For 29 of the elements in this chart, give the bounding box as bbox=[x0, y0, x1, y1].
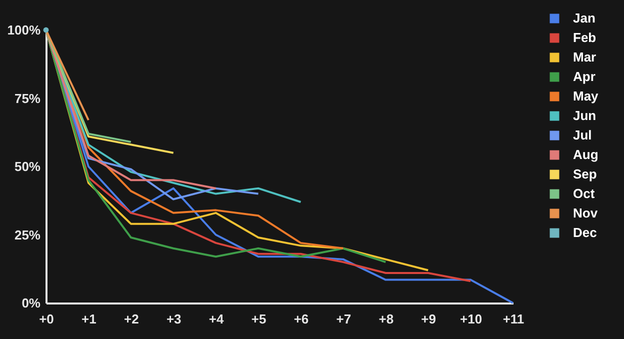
legend-label: Oct bbox=[573, 186, 596, 201]
legend-label: Jan bbox=[573, 10, 596, 26]
legend-label: Aug bbox=[573, 147, 598, 162]
x-tick-label: +5 bbox=[251, 312, 266, 326]
x-tick-label: +1 bbox=[82, 312, 96, 326]
legend-label: Mar bbox=[573, 50, 596, 64]
legend-label: May bbox=[573, 88, 600, 104]
legend-label: Nov bbox=[573, 206, 598, 220]
x-tick-label: +8 bbox=[378, 312, 394, 326]
x-tick-label: +10 bbox=[460, 312, 482, 326]
legend-label: Apr bbox=[573, 69, 596, 84]
y-tick-label: 75% bbox=[14, 90, 41, 106]
x-tick-label: +11 bbox=[502, 312, 524, 326]
y-tick-label: 50% bbox=[14, 159, 41, 174]
y-tick-label: 0% bbox=[22, 296, 41, 310]
legend-label: Feb bbox=[573, 30, 596, 45]
x-tick-label: +9 bbox=[421, 312, 436, 326]
y-tick-label: 25% bbox=[14, 227, 41, 242]
x-tick-label: +7 bbox=[336, 312, 352, 326]
x-tick-label: +4 bbox=[208, 312, 224, 326]
x-tick-label: +6 bbox=[294, 312, 309, 326]
legend-label: Dec bbox=[573, 225, 597, 240]
legend-label: Sep bbox=[573, 166, 597, 182]
x-tick-label: +2 bbox=[124, 312, 139, 326]
x-tick-label: +0 bbox=[39, 312, 54, 326]
legend-label: Jun bbox=[573, 108, 596, 123]
legend-label: Jul bbox=[573, 128, 592, 142]
x-tick-label: +3 bbox=[166, 312, 182, 326]
y-tick-label: 100% bbox=[7, 22, 41, 38]
